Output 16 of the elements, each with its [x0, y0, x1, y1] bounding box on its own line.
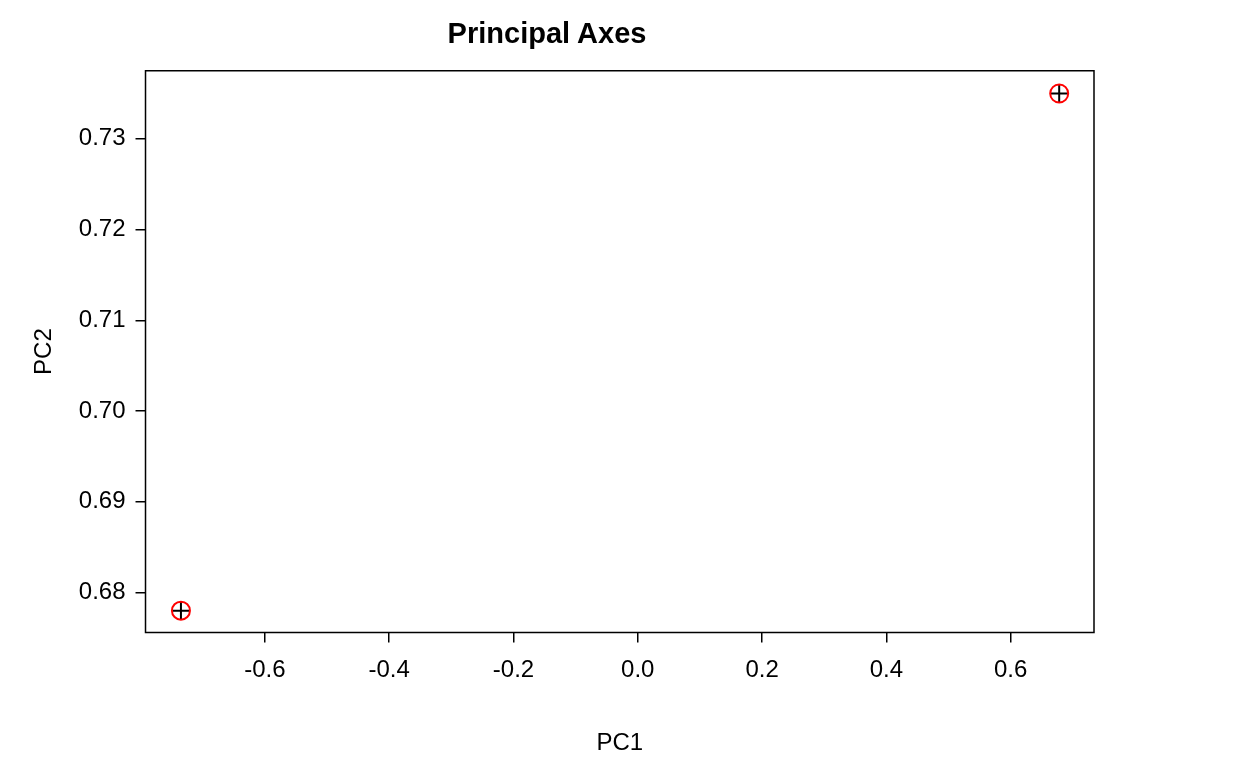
y-tick-label: 0.73 — [78, 123, 126, 151]
y-tick-label: 0.69 — [78, 486, 126, 514]
x-tick-label: 0.6 — [994, 655, 1028, 683]
chart-title: Principal Axes — [447, 17, 647, 50]
x-tick-label: -0.6 — [244, 655, 286, 683]
y-tick-label: 0.71 — [78, 304, 126, 332]
x-tick-label: 0.0 — [621, 655, 655, 683]
y-axis-title: PC2 — [29, 328, 57, 375]
y-tick-label: 0.68 — [78, 577, 126, 605]
x-tick-label: 0.2 — [745, 655, 779, 683]
y-tick-label: 0.70 — [78, 395, 126, 423]
x-axis-title: PC1 — [596, 728, 644, 756]
y-tick-label: 0.72 — [78, 214, 126, 242]
x-tick-label: -0.4 — [368, 655, 410, 683]
x-tick-label: -0.2 — [492, 655, 535, 683]
x-tick-label: 0.4 — [869, 655, 904, 683]
